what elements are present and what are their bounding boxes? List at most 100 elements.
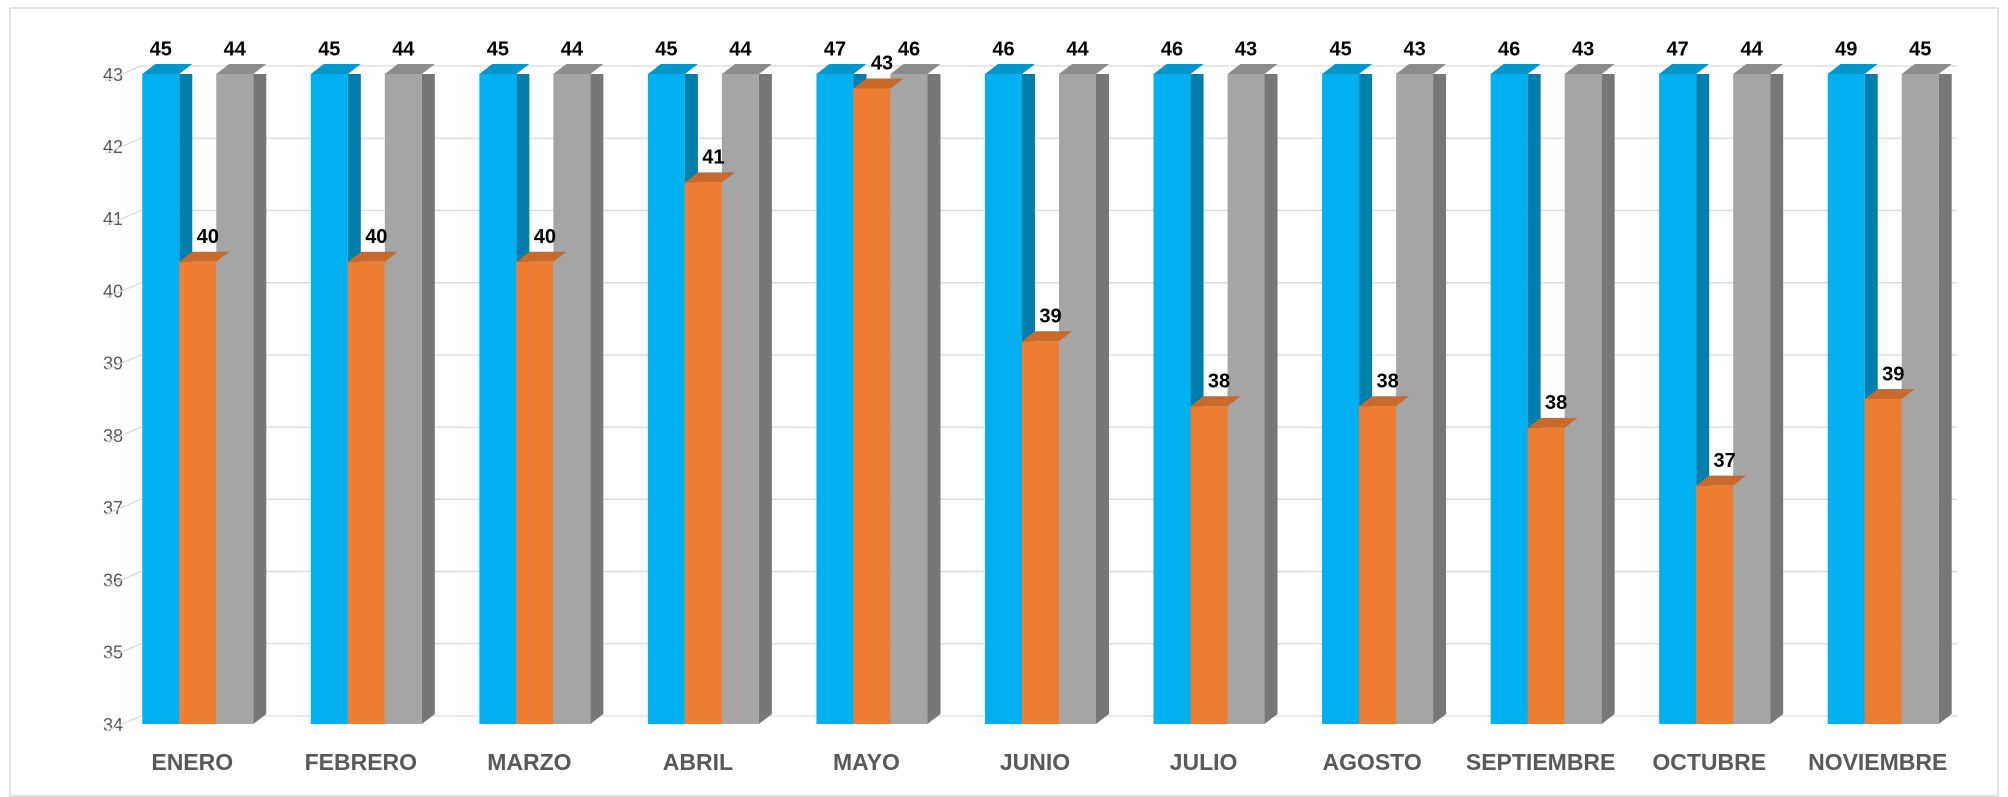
bar <box>142 74 180 725</box>
bar <box>1059 74 1096 725</box>
bar-top <box>985 64 1035 74</box>
bar-top <box>1696 475 1747 486</box>
bar-top <box>1733 64 1784 74</box>
bar <box>1322 74 1360 725</box>
bar-top <box>1864 389 1915 399</box>
data-label: 45 <box>487 38 509 60</box>
bar-top <box>553 64 604 74</box>
data-label: 47 <box>1667 38 1689 60</box>
data-label: 40 <box>365 226 387 248</box>
bar-side <box>590 74 604 724</box>
plot-area <box>142 74 1952 725</box>
bar <box>816 74 854 725</box>
data-label: 40 <box>534 226 556 248</box>
x-tick-label: ABRIL <box>663 749 733 775</box>
bar-top <box>1227 64 1278 74</box>
data-label: 38 <box>1545 392 1567 414</box>
bar-side <box>758 74 772 724</box>
bar-top <box>479 64 530 74</box>
bar-side <box>927 74 941 724</box>
bar <box>516 261 554 724</box>
bar-top <box>1322 64 1373 74</box>
data-label: 44 <box>1066 38 1089 60</box>
data-label: 45 <box>1909 38 1931 60</box>
bar-top <box>853 78 904 89</box>
x-tick-label: JULIO <box>1170 749 1238 775</box>
bar-top <box>142 64 193 74</box>
bar-top <box>1827 64 1878 74</box>
bar <box>890 74 928 725</box>
data-label: 37 <box>1714 450 1736 472</box>
bar-top <box>179 251 230 262</box>
bar <box>553 74 591 725</box>
bar-side <box>1770 74 1784 724</box>
bar <box>179 261 217 724</box>
data-label: 40 <box>197 226 219 248</box>
data-label: 45 <box>655 38 677 60</box>
x-tick-label: MARZO <box>487 749 571 775</box>
x-tick-label: JUNIO <box>1000 749 1070 775</box>
data-label: 41 <box>702 147 724 169</box>
bar-top <box>721 64 772 74</box>
data-label: 39 <box>1882 363 1904 385</box>
bar-top <box>347 251 398 262</box>
bar <box>1696 485 1734 724</box>
bar <box>479 74 517 725</box>
data-label: 44 <box>561 38 584 60</box>
data-label: 44 <box>1741 38 1764 60</box>
data-label: 49 <box>1835 38 1857 60</box>
bar-top <box>1190 396 1241 407</box>
data-label: 45 <box>318 38 340 60</box>
data-label: 38 <box>1208 371 1230 393</box>
bar <box>853 88 891 724</box>
bar <box>216 74 254 725</box>
bar <box>1153 74 1191 725</box>
data-label: 43 <box>1235 38 1257 60</box>
data-label: 44 <box>392 38 415 60</box>
x-tick-label: SEPTIEMBRE <box>1466 749 1616 775</box>
data-label: 44 <box>224 38 247 60</box>
data-label: 46 <box>1161 38 1183 60</box>
data-label: 46 <box>898 38 920 60</box>
x-tick-label: NOVIEMBRE <box>1808 749 1947 775</box>
bar-top <box>310 64 361 74</box>
bar <box>684 182 722 725</box>
data-label: 43 <box>1403 38 1425 60</box>
bar-top <box>684 172 735 183</box>
data-label: 44 <box>729 38 752 60</box>
bar-top <box>1490 64 1541 74</box>
data-label: 46 <box>1498 38 1520 60</box>
data-label: 47 <box>824 38 846 60</box>
bar-top <box>516 251 567 262</box>
bar <box>1733 74 1771 725</box>
bar-top <box>384 64 435 74</box>
bar-top <box>1527 417 1578 428</box>
data-label: 43 <box>1572 38 1594 60</box>
bar <box>1864 399 1902 724</box>
data-label: 46 <box>992 38 1014 60</box>
x-tick-label: MAYO <box>833 749 900 775</box>
chart-border <box>9 7 1999 797</box>
bar-top <box>890 64 941 74</box>
bar <box>985 74 1022 725</box>
bar-top <box>1396 64 1447 74</box>
bar <box>1659 74 1697 725</box>
bar-top <box>1659 64 1710 74</box>
bar <box>1190 406 1228 724</box>
x-tick-label: AGOSTO <box>1322 749 1421 775</box>
data-label: 39 <box>1039 306 1061 328</box>
bar <box>1564 74 1602 724</box>
bar <box>1359 406 1397 724</box>
bar <box>1022 341 1059 724</box>
bar-top <box>1564 64 1615 74</box>
bar <box>647 74 685 725</box>
data-label: 45 <box>1329 38 1351 60</box>
bar <box>384 74 422 725</box>
bar <box>1827 74 1865 725</box>
bar <box>1490 74 1528 725</box>
bar-top <box>1901 64 1952 74</box>
data-label: 38 <box>1376 371 1398 393</box>
data-label: 45 <box>150 38 172 60</box>
bar-side <box>1096 74 1109 724</box>
